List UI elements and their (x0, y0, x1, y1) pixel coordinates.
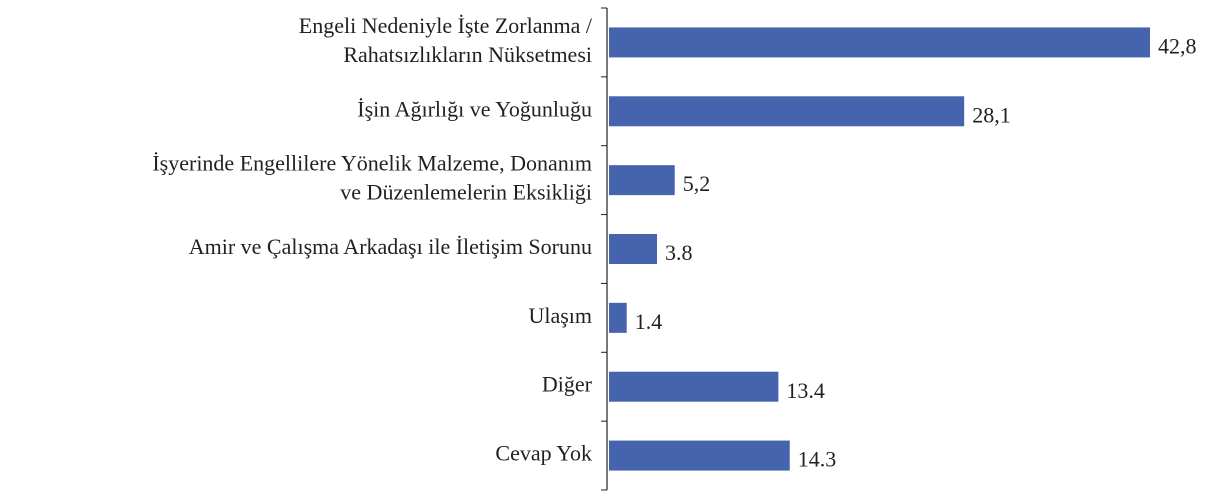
value-label: 14.3 (798, 447, 837, 472)
category-label-line: ve Düzenlemelerin Eksikliği (340, 180, 592, 205)
value-label: 1.4 (635, 309, 663, 334)
category-label: Diğer (542, 372, 593, 397)
category-label: Amir ve Çalışma Arkadaşı ile İletişim So… (189, 234, 592, 259)
category-label: Engeli Nedeniyle İşte Zorlanma / Rahatsız… (299, 13, 593, 67)
category-label-line: İşin Ağırlığı ve Yoğunluğu (357, 96, 592, 121)
category-label: Cevap Yok (495, 441, 592, 466)
value-label: 13.4 (786, 378, 825, 403)
bar (609, 165, 675, 196)
category-label-line: Engeli Nedeniyle İşte Zorlanma / (299, 13, 593, 38)
category-label-line: İşyerinde Engellilere Yönelik Malzeme, D… (152, 151, 592, 176)
bar (609, 96, 965, 127)
value-label: 42,8 (1158, 33, 1197, 58)
bar (609, 234, 658, 264)
category-label-line: Amir ve Çalışma Arkadaşı ile İletişim So… (189, 234, 592, 259)
category-label: Ulaşım (528, 303, 592, 328)
bar (609, 371, 779, 402)
bar (609, 302, 627, 333)
bar (609, 440, 790, 471)
value-label: 28,1 (972, 102, 1011, 127)
category-label: İşyerinde Engellilere Yönelik Malzeme, D… (152, 151, 592, 205)
category-label-line: Rahatsızlıkların Nüksetmesi (343, 42, 592, 67)
bar (609, 27, 1150, 58)
value-label: 3.8 (665, 240, 693, 265)
category-label-line: Diğer (542, 372, 593, 397)
category-label-line: Ulaşım (528, 303, 592, 328)
value-label: 5,2 (683, 171, 711, 196)
category-label: İşin Ağırlığı ve Yoğunluğu (357, 96, 592, 121)
category-label-line: Cevap Yok (495, 441, 592, 466)
